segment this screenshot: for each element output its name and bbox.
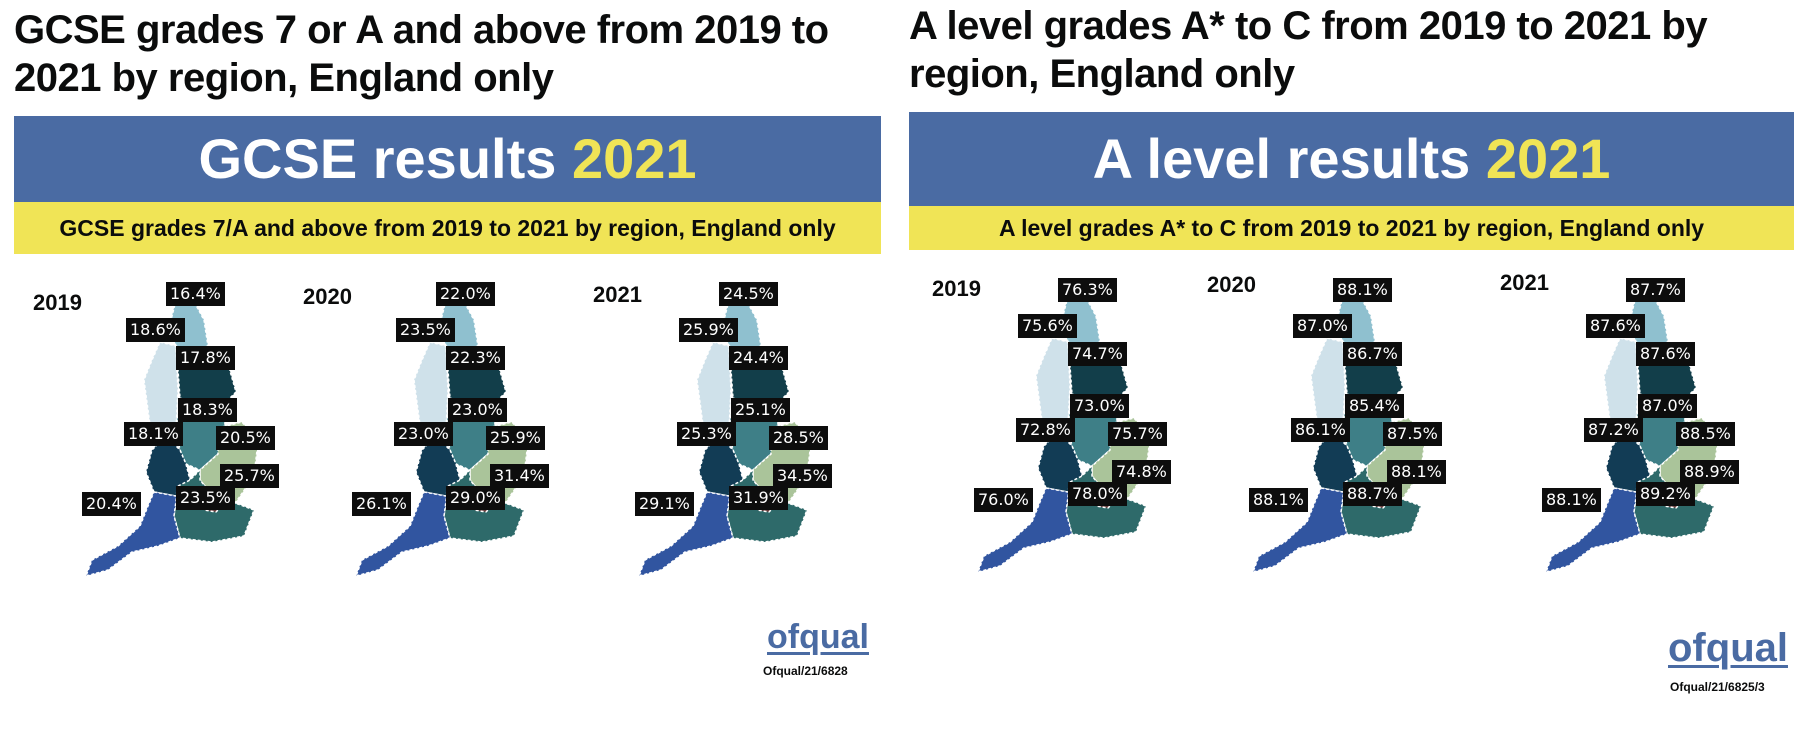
alevel-heading: A level grades A* to C from 2019 to 2021… — [909, 4, 1708, 96]
gcse-map-2020: 2020 23.5% 22.0% 22.3% 23.0% 23.0% 25.9% 29.0%… — [303, 270, 560, 630]
map-year-label: 2021 — [593, 282, 642, 307]
value-label-east-midlands: 18.3% — [178, 398, 237, 422]
value-label-north-east: 88.1% — [1333, 278, 1392, 302]
gcse-heading: GCSE grades 7 or A and above from 2019 t… — [14, 8, 829, 100]
value-label-south-east: 31.9% — [729, 486, 788, 510]
value-label-yorkshire: 22.3% — [446, 346, 505, 370]
value-label-london: 88.1% — [1387, 460, 1446, 484]
value-label-west-midlands: 18.1% — [124, 422, 183, 446]
value-label-yorkshire: 86.7% — [1343, 342, 1402, 366]
map-year-label: 2020 — [1207, 272, 1256, 297]
value-label-yorkshire: 74.7% — [1068, 342, 1127, 366]
value-label-london: 34.5% — [773, 464, 832, 488]
value-label-south-west: 29.1% — [635, 492, 694, 516]
value-label-south-east: 29.0% — [446, 486, 505, 510]
value-label-north-east: 22.0% — [436, 282, 495, 306]
gcse-banner-title: GCSE results — [198, 127, 557, 190]
value-label-east-midlands: 23.0% — [448, 398, 507, 422]
value-label-west-midlands: 86.1% — [1291, 418, 1350, 442]
value-label-south-west: 20.4% — [82, 492, 141, 516]
value-label-north-west: 87.0% — [1293, 314, 1352, 338]
alevel-banner: A level results 2021 — [909, 112, 1794, 206]
value-label-south-west: 88.1% — [1249, 488, 1308, 512]
value-label-east-midlands: 85.4% — [1345, 394, 1404, 418]
value-label-south-west: 88.1% — [1542, 488, 1601, 512]
value-label-east-midlands: 73.0% — [1070, 394, 1129, 418]
ofqual-logo: ofqual — [767, 618, 869, 656]
value-label-east: 25.9% — [486, 426, 545, 450]
value-label-north-west: 23.5% — [396, 318, 455, 342]
alevel-map-2020: 2020 87.0% 88.1% 86.7% 85.4% 86.1% 87.5% 88.7%… — [1207, 266, 1457, 626]
alevel-map-2019: 2019 75.6% 76.3% 74.7% 73.0% 72.8% 75.7% 78.0%… — [932, 266, 1182, 626]
gcse-subtitle-strip: GCSE grades 7/A and above from 2019 to 2… — [14, 202, 881, 254]
value-label-north-east: 87.7% — [1626, 278, 1685, 302]
value-label-yorkshire: 24.4% — [729, 346, 788, 370]
value-label-north-east: 76.3% — [1058, 278, 1117, 302]
value-label-south-east: 89.2% — [1636, 482, 1695, 506]
map-year-label: 2019 — [932, 276, 981, 301]
value-label-west-midlands: 23.0% — [394, 422, 453, 446]
alevel-reference: Ofqual/21/6825/3 — [1670, 680, 1765, 694]
ofqual-logo: ofqual — [1668, 626, 1788, 670]
value-label-east: 87.5% — [1383, 422, 1442, 446]
alevel-map-2021: 2021 87.6% 87.7% 87.6% 87.0% 87.2% 88.5% 89.2%… — [1500, 266, 1750, 626]
value-label-south-east: 23.5% — [176, 486, 235, 510]
value-label-north-west: 18.6% — [126, 318, 185, 342]
map-year-label: 2019 — [33, 290, 82, 315]
gcse-map-2021: 2021 25.9% 24.5% 24.4% 25.1% 25.3% 28.5% 31.9%… — [593, 270, 843, 630]
gcse-banner: GCSE results 2021 — [14, 116, 881, 202]
gcse-banner-year: 2021 — [571, 127, 697, 190]
value-label-east: 75.7% — [1108, 422, 1167, 446]
value-label-london: 88.9% — [1680, 460, 1739, 484]
value-label-north-west: 25.9% — [679, 318, 738, 342]
value-label-east: 88.5% — [1676, 422, 1735, 446]
alevel-banner-year: 2021 — [1485, 127, 1611, 190]
value-label-london: 31.4% — [490, 464, 549, 488]
gcse-reference: Ofqual/21/6828 — [763, 664, 848, 678]
value-label-north-east: 16.4% — [166, 282, 225, 306]
value-label-west-midlands: 72.8% — [1016, 418, 1075, 442]
value-label-north-west: 87.6% — [1586, 314, 1645, 338]
value-label-london: 25.7% — [220, 464, 279, 488]
value-label-london: 74.8% — [1112, 460, 1171, 484]
value-label-east-midlands: 87.0% — [1638, 394, 1697, 418]
value-label-east-midlands: 25.1% — [731, 398, 790, 422]
value-label-south-west: 26.1% — [352, 492, 411, 516]
value-label-south-west: 76.0% — [974, 488, 1033, 512]
value-label-north-west: 75.6% — [1018, 314, 1077, 338]
value-label-west-midlands: 87.2% — [1584, 418, 1643, 442]
map-year-label: 2020 — [303, 284, 352, 309]
value-label-south-east: 78.0% — [1068, 482, 1127, 506]
value-label-yorkshire: 17.8% — [176, 346, 235, 370]
value-label-east: 28.5% — [769, 426, 828, 450]
alevel-banner-title: A level results — [1092, 127, 1471, 190]
alevel-subtitle-strip: A level grades A* to C from 2019 to 2021… — [909, 206, 1794, 250]
value-label-north-east: 24.5% — [719, 282, 778, 306]
map-year-label: 2021 — [1500, 270, 1549, 295]
value-label-east: 20.5% — [216, 426, 275, 450]
value-label-yorkshire: 87.6% — [1636, 342, 1695, 366]
value-label-west-midlands: 25.3% — [677, 422, 736, 446]
gcse-map-2019: 2019 18.6% 16.4% 17.8% 18.3% 18.1% 20.5% 23.5%… — [33, 270, 290, 630]
value-label-south-east: 88.7% — [1343, 482, 1402, 506]
